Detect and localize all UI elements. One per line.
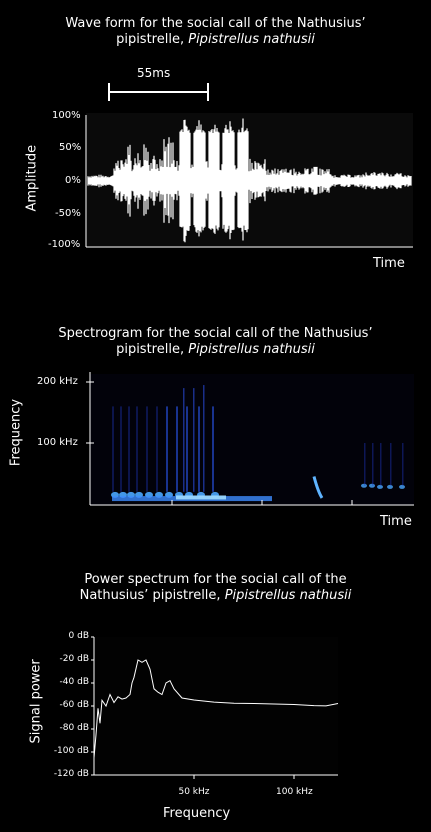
spectrogram-plot-area <box>90 374 414 505</box>
spectrogram-title-line1: Spectrogram for the social call of the N… <box>58 326 373 341</box>
spectrogram-harmonic-10 <box>212 406 214 492</box>
waveform-trace <box>87 118 412 243</box>
spectrogram-high-streak-1 <box>193 388 195 492</box>
spectrum-title: Power spectrum for the social call of th… <box>0 572 431 604</box>
spectrogram-late-blob-3 <box>387 484 393 489</box>
spectrum-ytick-label: -80 dB <box>59 723 89 733</box>
spectrogram-late-sweep <box>312 476 324 499</box>
waveform-ytick-50: 50% <box>59 142 82 153</box>
waveform-envelope <box>87 118 412 243</box>
spectrogram-harmonic-2 <box>128 406 130 492</box>
spectrum-ytick-label: -60 dB <box>59 700 89 710</box>
spectrogram-ytick-200: 200 kHz <box>37 376 78 387</box>
spectrogram-harmonic-4 <box>146 406 148 492</box>
waveform-title-line1: Wave form for the social call of the Nat… <box>65 16 366 31</box>
waveform-plot <box>85 113 413 248</box>
spectrogram-late-harmonic-0 <box>364 443 366 486</box>
spectrogram-energy <box>111 385 405 502</box>
spectrogram-late-blob-1 <box>369 483 375 488</box>
waveform-ytick-100: 100% <box>52 110 81 121</box>
waveform-title-line2: pipistrelle, Pipistrellus nathusii <box>116 32 315 47</box>
spectrogram-hot-band <box>176 495 226 500</box>
waveform-ytick-neg100: -100% <box>48 239 81 250</box>
spectrum-xtick-label: 50 kHz <box>178 787 210 797</box>
spectrogram-harmonic-0 <box>112 406 114 492</box>
spectrogram-xlabel: Time <box>380 514 412 529</box>
spectrogram-late-harmonic-4 <box>402 443 404 486</box>
spectrogram-harmonic-6 <box>166 406 168 492</box>
spectrum-ytick-label: -120 dB <box>53 769 89 779</box>
spectrum-title-line2: Nathusius’ pipistrelle, Pipistrellus nat… <box>79 588 352 603</box>
spectrum-title-line1: Power spectrum for the social call of th… <box>84 572 347 587</box>
spectrum-ytick-label: -40 dB <box>59 677 89 687</box>
spectrogram-late-blob-0 <box>361 483 367 488</box>
spectrogram-harmonic-3 <box>136 406 138 492</box>
spectrogram-harmonic-1 <box>120 406 122 492</box>
duration-annotation-label: 55ms <box>137 66 171 80</box>
spectrum-series-line <box>93 659 339 758</box>
spectrum-xtick-label: 100 kHz <box>276 787 313 797</box>
duration-annotation-bracket <box>108 83 209 101</box>
spectrogram-late-harmonic-2 <box>380 443 382 486</box>
spectrogram-plot <box>86 372 414 506</box>
spectrum-plot-area <box>94 637 338 775</box>
spectrogram-ytick-100: 100 kHz <box>37 437 78 448</box>
spectrum-ytick-label: -20 dB <box>59 654 89 664</box>
spectrum-ytick-label: -100 dB <box>53 746 89 756</box>
spectrogram-high-streak-2 <box>203 385 205 492</box>
spectrogram-harmonic-5 <box>156 406 158 492</box>
spectrogram-harmonic-8 <box>186 406 188 492</box>
spectrum-xlabel: Frequency <box>163 806 231 821</box>
waveform-xlabel: Time <box>373 256 405 271</box>
spectrogram-harmonic-9 <box>198 406 200 492</box>
spectrogram-harmonic-7 <box>176 406 178 492</box>
waveform-ytick-neg50: -50% <box>55 208 81 219</box>
waveform-ytick-0: 0% <box>65 175 81 186</box>
spectrogram-high-streak-0 <box>183 388 185 492</box>
waveform-title: Wave form for the social call of the Nat… <box>0 16 431 48</box>
spectrogram-late-harmonic-1 <box>372 443 374 486</box>
spectrum-ytick-label: 0 dB <box>68 631 89 641</box>
spectrogram-title-line2: pipistrelle, Pipistrellus nathusii <box>116 342 315 357</box>
spectrogram-late-harmonic-3 <box>390 443 392 486</box>
spectrogram-late-blob-2 <box>377 484 383 489</box>
spectrogram-title: Spectrogram for the social call of the N… <box>0 326 431 358</box>
spectrogram-late-blob-4 <box>399 484 405 489</box>
